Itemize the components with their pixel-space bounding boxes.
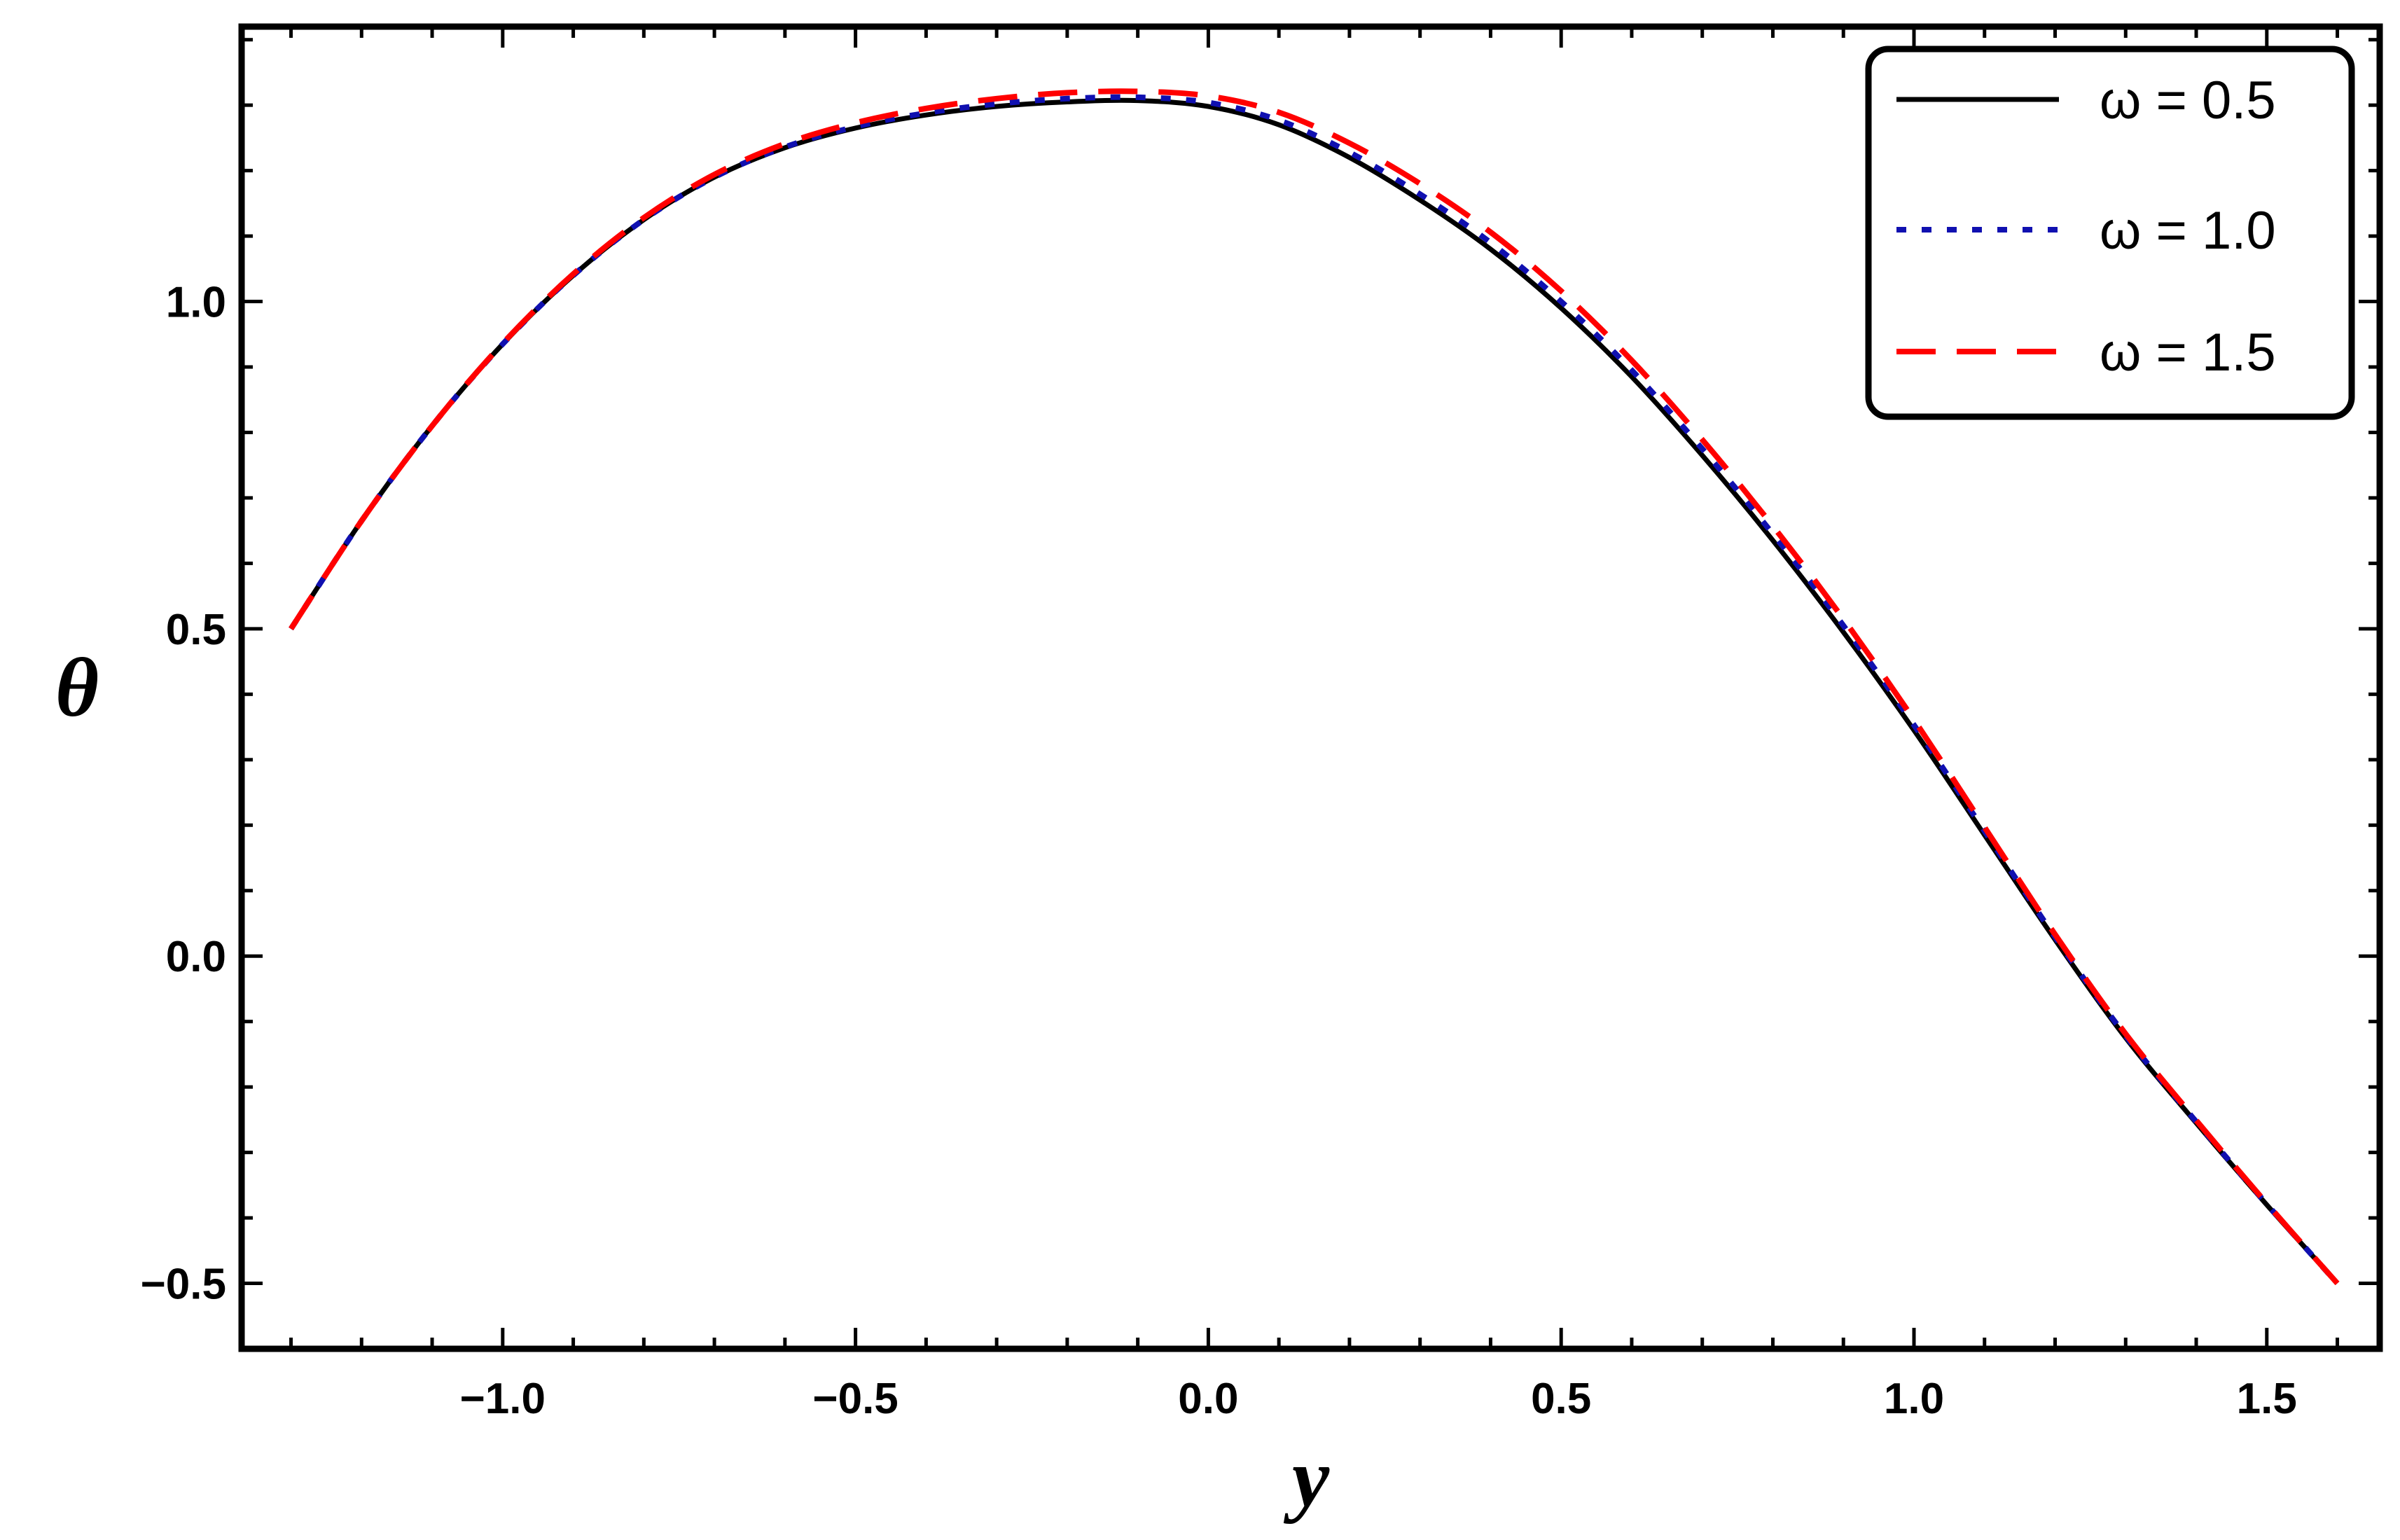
y-tick-label: 0.0	[166, 933, 226, 981]
legend-box	[1865, 46, 2355, 420]
legend-item: ω = 1.0	[1896, 201, 2276, 261]
legend-label-2: ω = 1.0	[2100, 201, 2276, 261]
x-tick-label: 0.0	[1178, 1375, 1238, 1423]
y-tick-label: −0.5	[141, 1261, 226, 1309]
x-tick-label: −0.5	[812, 1375, 898, 1423]
legend-item: ω = 0.5	[1896, 71, 2276, 130]
y-tick-label: 1.0	[166, 279, 226, 327]
legend-item: ω = 1.5	[1896, 323, 2276, 382]
x-tick-label: 1.0	[1884, 1375, 1944, 1423]
legend: ω = 0.5 ω = 1.0 ω = 1.5	[1865, 46, 2355, 420]
legend-label-3: ω = 1.5	[2100, 323, 2276, 382]
x-tick-label: 1.5	[2237, 1375, 2297, 1423]
x-tick-label: −1.0	[460, 1375, 546, 1423]
plot-frame	[238, 23, 2383, 1352]
x-tick-label: 0.5	[1531, 1375, 1591, 1423]
y-axis-label: θ	[55, 641, 99, 734]
y-tick-label: 0.5	[166, 606, 226, 654]
x-axis-label: y	[1283, 1431, 1330, 1524]
series-line-3	[289, 88, 2340, 1286]
legend-label-1: ω = 0.5	[2100, 71, 2276, 130]
